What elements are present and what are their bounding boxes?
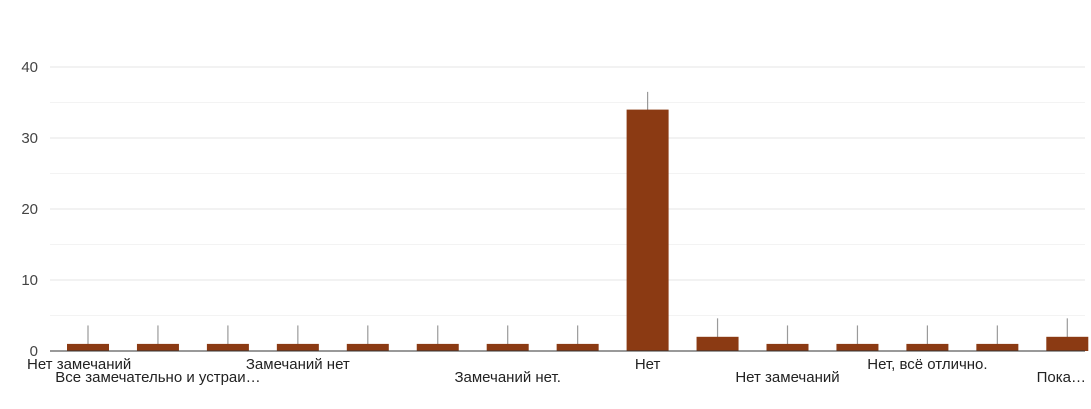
- bar: [1046, 336, 1089, 351]
- x-category-label: Нет, всё отлично.: [867, 356, 987, 373]
- y-tick-label: 40: [21, 59, 38, 76]
- x-category-label: Нет замечаний: [27, 356, 131, 373]
- bar: [416, 343, 459, 351]
- bar: [136, 343, 179, 351]
- bar: [976, 343, 1019, 351]
- bar: [206, 343, 249, 351]
- bar: [556, 343, 599, 351]
- x-category-label: Замечаний нет: [246, 356, 350, 373]
- bar: [626, 109, 669, 351]
- bar: [766, 343, 809, 351]
- x-category-label: Нет замечаний: [735, 369, 839, 386]
- y-tick-label: 30: [21, 130, 38, 147]
- x-category-label: Все замечательно и устраи…: [55, 369, 260, 386]
- bar: [696, 336, 739, 351]
- gridlines: [50, 66, 1085, 316]
- x-category-label: Нет: [635, 356, 661, 373]
- y-tick-label: 10: [21, 272, 38, 289]
- y-tick-label: 20: [21, 201, 38, 218]
- x-category-label: Замечаний нет.: [454, 369, 560, 386]
- error-bars: [87, 91, 1068, 351]
- x-category-label: Пока…: [1037, 369, 1086, 386]
- bar: [67, 343, 109, 351]
- bar: [906, 343, 949, 351]
- bar: [836, 343, 879, 351]
- bar: [346, 343, 389, 351]
- bars: [67, 109, 1089, 351]
- y-axis-ticks: 0 10 20 30 40: [21, 59, 38, 360]
- bar: [276, 343, 319, 351]
- y-tick-label: 0: [30, 343, 38, 360]
- bar: [486, 343, 529, 351]
